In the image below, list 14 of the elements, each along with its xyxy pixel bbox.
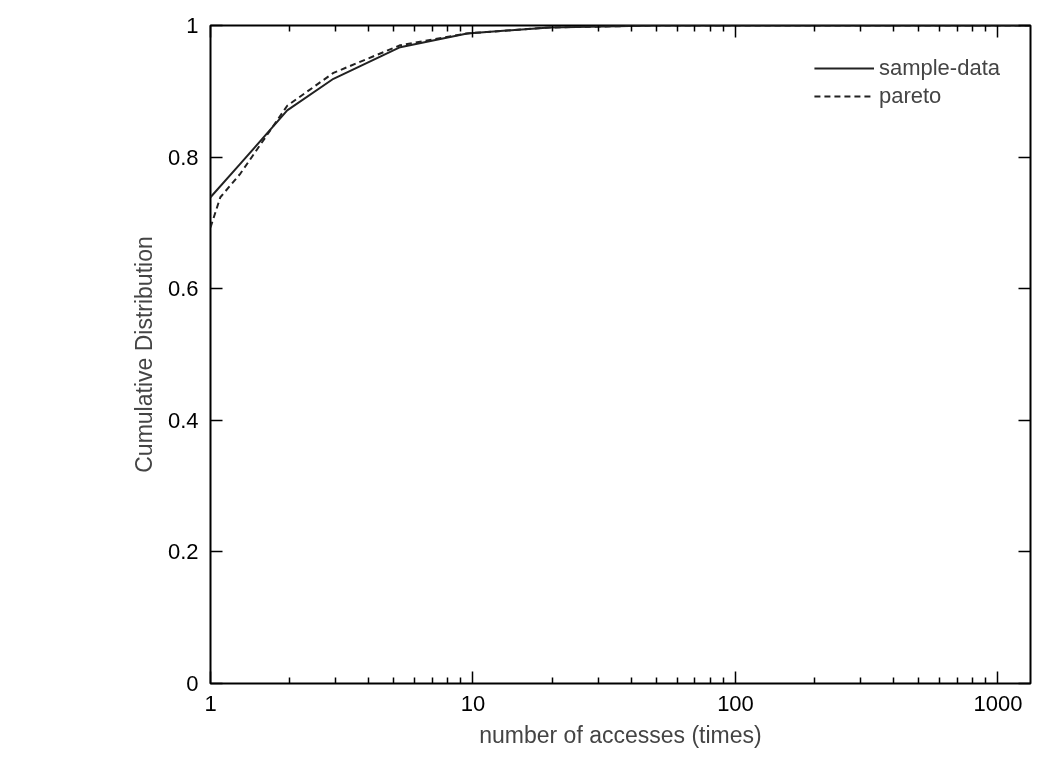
legend-label: pareto (878, 83, 942, 109)
x-axis-title: number of accesses (times) (479, 721, 762, 748)
y-tick-label: 0.8 (167, 144, 199, 170)
x-tick-label: 1 (204, 690, 217, 716)
legend-label: sample-data (878, 55, 1000, 81)
y-tick-label: 0 (186, 671, 199, 696)
x-tick-label: 10 (460, 690, 486, 716)
y-tick-label: 0.4 (167, 407, 199, 433)
y-tick-label: 0.6 (167, 276, 199, 302)
y-tick-label: 0.2 (167, 539, 199, 565)
x-tick-label: 1000 (973, 690, 1023, 716)
x-tick-label: 100 (717, 690, 754, 716)
y-tick-label: 1 (186, 13, 199, 38)
y-axis-title: Cumulative Distribution (130, 236, 157, 473)
